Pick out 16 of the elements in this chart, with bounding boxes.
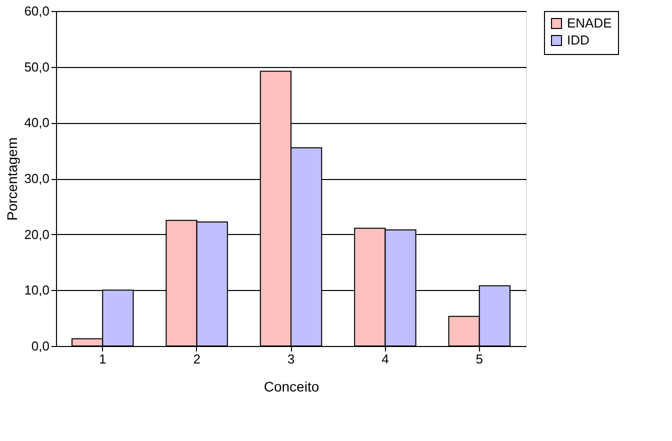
x-axis-title: Conceito bbox=[264, 378, 320, 394]
y-tick-label: 20,0 bbox=[24, 226, 50, 242]
x-tick-label: 1 bbox=[99, 352, 106, 366]
x-tick-label: 4 bbox=[382, 352, 389, 366]
y-tick-label: 60,0 bbox=[24, 4, 50, 18]
y-axis-title: Porcentagem bbox=[4, 137, 20, 221]
y-tick-label: 0,0 bbox=[31, 338, 50, 354]
y-tick-label: 30,0 bbox=[24, 171, 50, 186]
x-tick-label: 3 bbox=[287, 352, 295, 366]
legend-label: IDD bbox=[567, 32, 590, 48]
y-tick-label: 40,0 bbox=[24, 115, 50, 130]
y-tick-label: 50,0 bbox=[24, 59, 50, 74]
y-tick-label: 10,0 bbox=[24, 282, 50, 298]
x-tick-label: 5 bbox=[476, 352, 483, 366]
x-tick-label: 2 bbox=[193, 352, 200, 366]
legend-label: ENADE bbox=[567, 16, 612, 30]
